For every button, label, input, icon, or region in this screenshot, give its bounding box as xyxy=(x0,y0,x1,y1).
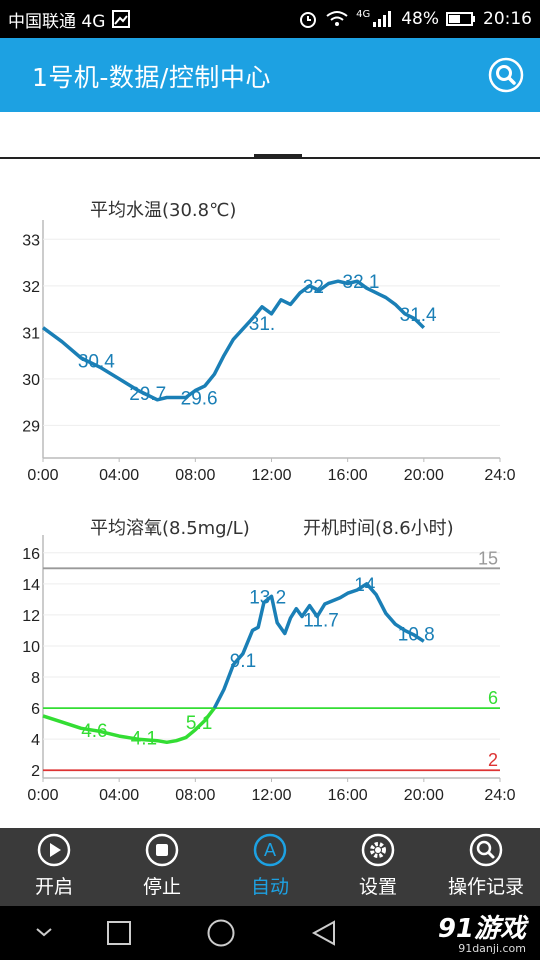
temp-y-tick-label: 31 xyxy=(22,325,40,342)
tab-indicator xyxy=(254,154,302,159)
runtime-title: 开机时间(8.6小时) xyxy=(303,518,454,539)
nav-settings[interactable]: 设置 xyxy=(324,828,432,906)
svg-text:A: A xyxy=(264,840,276,860)
play-icon xyxy=(37,833,71,867)
temp-x-tick-label: 20:00 xyxy=(404,467,444,484)
do-data-label: 11.7 xyxy=(303,611,339,632)
temp-x-tick-label: 24:0 xyxy=(484,467,515,484)
do-data-label: 5.1 xyxy=(186,713,212,734)
do-y-tick-label: 10 xyxy=(22,639,40,656)
temp-x-tick-label: 16:00 xyxy=(328,467,368,484)
do-data-label: 4.6 xyxy=(81,721,107,742)
temp-y-tick-label: 30 xyxy=(22,372,40,389)
do-series-line xyxy=(212,582,425,709)
do-chart: 2 4 6 8 10 12 14 16 0:00 04:00 08:00 12:00 16:00 20:0… xyxy=(22,535,516,804)
do-y-tick-label: 8 xyxy=(31,670,40,687)
temp-y-tick-label: 29 xyxy=(22,418,40,435)
do-data-label: 4.1 xyxy=(131,729,157,750)
do-data-label: 13.2 xyxy=(249,587,286,608)
temp-data-label: 31.4 xyxy=(400,305,437,326)
carrier-label: 中国联通 4G xyxy=(8,11,106,32)
stop-icon xyxy=(145,833,179,867)
do-threshold-label: 15 xyxy=(478,548,498,568)
temp-data-label: 32 xyxy=(303,277,324,298)
do-y-tick-label: 16 xyxy=(22,546,40,563)
nav-start[interactable]: 开启 xyxy=(0,828,108,906)
temp-x-tick-label: 08:00 xyxy=(175,467,215,484)
do-threshold-label: 2 xyxy=(488,750,498,770)
network-type-label: 4G xyxy=(356,9,371,20)
temp-data-label: 29.6 xyxy=(181,389,218,410)
alarm-icon xyxy=(300,12,317,28)
watermark-logo: 91游戏 91danji.com xyxy=(438,908,526,955)
do-data-label: 9.1 xyxy=(230,651,256,672)
signal-icon xyxy=(373,11,392,27)
page-title: 1号机-数据/控制中心 xyxy=(32,63,271,92)
temp-x-tick-label: 0:00 xyxy=(27,467,58,484)
battery-percent: 48% xyxy=(401,9,439,29)
search-icon xyxy=(469,833,503,867)
image-icon xyxy=(112,10,131,28)
do-y-tick-label: 4 xyxy=(31,732,40,749)
back-icon[interactable] xyxy=(310,919,338,947)
auto-icon: A xyxy=(253,833,287,867)
temp-data-label: 31. xyxy=(249,314,275,335)
do-data-label: 14 xyxy=(354,575,376,596)
nav-stop-label: 停止 xyxy=(142,876,181,898)
status-bar: 中国联通 4G 4G 48% 20:16 xyxy=(0,0,540,38)
nav-auto[interactable]: A 自动 xyxy=(216,828,324,906)
search-icon[interactable] xyxy=(488,57,524,93)
watermark-site: 91danji.com xyxy=(458,942,526,955)
do-x-tick-label: 0:00 xyxy=(27,787,58,804)
nav-start-label: 开启 xyxy=(34,876,73,898)
clock: 20:16 xyxy=(483,9,532,29)
chevron-down-icon[interactable] xyxy=(34,924,54,940)
temp-y-tick-label: 33 xyxy=(22,232,40,249)
do-y-tick-label: 14 xyxy=(22,577,40,594)
temp-chart-title: 平均水温(30.8℃) xyxy=(90,200,237,221)
do-threshold-label: 6 xyxy=(488,688,498,708)
temp-x-tick-label: 04:00 xyxy=(99,467,139,484)
do-x-tick-label: 04:00 xyxy=(99,787,139,804)
temp-data-label: 29.7 xyxy=(129,384,166,405)
system-nav-bar xyxy=(0,906,540,960)
app-header: 1号机-数据/控制中心 xyxy=(0,38,540,112)
temp-chart: 29 30 31 32 33 0:00 04:00 08:00 12:00 16:00 20:00 2… xyxy=(22,220,516,484)
nav-log[interactable]: 操作记录 xyxy=(432,828,540,906)
do-y-tick-label: 12 xyxy=(22,608,40,625)
temp-x-tick-label: 12:00 xyxy=(251,467,291,484)
recents-icon[interactable] xyxy=(106,920,132,946)
gear-icon xyxy=(361,833,395,867)
nav-log-label: 操作记录 xyxy=(447,876,524,898)
nav-settings-label: 设置 xyxy=(358,876,397,898)
nav-stop[interactable]: 停止 xyxy=(108,828,216,906)
watermark-text: 91游戏 xyxy=(437,914,526,944)
do-y-tick-label: 6 xyxy=(31,701,40,718)
do-series-line xyxy=(42,707,216,745)
battery-icon xyxy=(446,12,475,26)
temp-data-label: 30.4 xyxy=(78,351,115,372)
nav-auto-label: 自动 xyxy=(250,876,289,898)
do-x-tick-label: 12:00 xyxy=(251,787,291,804)
temp-y-tick-label: 32 xyxy=(22,279,40,296)
temp-data-label: 32.1 xyxy=(343,272,380,293)
do-x-tick-label: 20:00 xyxy=(404,787,444,804)
temp-series-line xyxy=(41,279,426,402)
wifi-icon xyxy=(326,11,348,26)
do-data-label: 10.8 xyxy=(398,625,435,646)
bottom-nav: 开启 停止 A 自动 设置 操作记录 xyxy=(0,828,540,906)
do-x-tick-label: 24:0 xyxy=(484,787,515,804)
home-icon[interactable] xyxy=(206,918,236,948)
do-y-tick-label: 2 xyxy=(31,763,40,780)
do-chart-title: 平均溶氧(8.5mg/L) xyxy=(90,518,250,539)
do-x-tick-label: 16:00 xyxy=(328,787,368,804)
do-x-tick-label: 08:00 xyxy=(175,787,215,804)
